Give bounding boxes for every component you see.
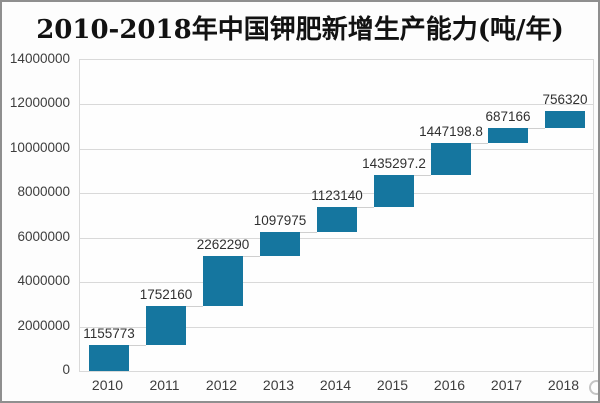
gridline [80,149,593,150]
waterfall-connector [528,128,545,129]
x-tick-label: 2017 [490,377,523,393]
bar-label: 756320 [542,92,588,107]
y-tick-label: 6000000 [17,229,70,244]
watermark-fragment [589,380,598,395]
bar [146,306,186,345]
y-tick-label: 4000000 [17,273,70,288]
x-tick-label: 2018 [547,377,580,393]
waterfall-connector [129,345,146,346]
waterfall-connector [414,175,431,176]
waterfall-connector [186,306,203,307]
x-tick-label: 2010 [91,377,124,393]
chart-title: 2010-2018年中国钾肥新增生产能力(吨/年) [36,15,564,45]
x-tick-label: 2012 [205,377,238,393]
waterfall-connector [471,143,488,144]
y-tick-label: 0 [62,362,70,377]
bar-label: 1752160 [139,287,193,302]
bar [488,128,528,143]
bar [545,111,585,128]
y-tick-label: 8000000 [17,184,70,199]
waterfall-connector [300,232,317,233]
plot-area: 1155773 1752160 2262290 1097975 1123140 14352… [79,59,594,372]
bar-label: 1155773 [83,326,135,341]
gridline [80,193,593,194]
x-tick-label: 2013 [262,377,295,393]
x-tick-label: 2014 [319,377,352,393]
bar-label: 1123140 [311,188,363,203]
gridline [80,282,593,283]
y-tick-label: 14000000 [9,51,70,66]
bar [374,175,414,207]
gridline [80,327,593,328]
y-tick-label: 10000000 [9,140,70,155]
bar [317,207,357,232]
waterfall-connector [357,207,374,208]
x-tick-label: 2011 [149,377,180,393]
y-tick-label: 12000000 [9,95,70,110]
bar-label: 1447198.8 [419,124,483,139]
bar [260,232,300,256]
bar-label: 687166 [485,109,531,124]
bar [89,345,129,371]
waterfall-connector [243,256,260,257]
gridline [80,238,593,239]
bar-label: 2262290 [196,237,250,252]
gridline [80,104,593,105]
y-tick-label: 2000000 [17,318,70,333]
x-tick-label: 2015 [376,377,409,393]
x-tick-label: 2016 [433,377,466,393]
bar-label: 1435297.2 [362,156,426,171]
bar-label: 1097975 [253,213,307,228]
bar [431,143,471,175]
bar [203,256,243,306]
